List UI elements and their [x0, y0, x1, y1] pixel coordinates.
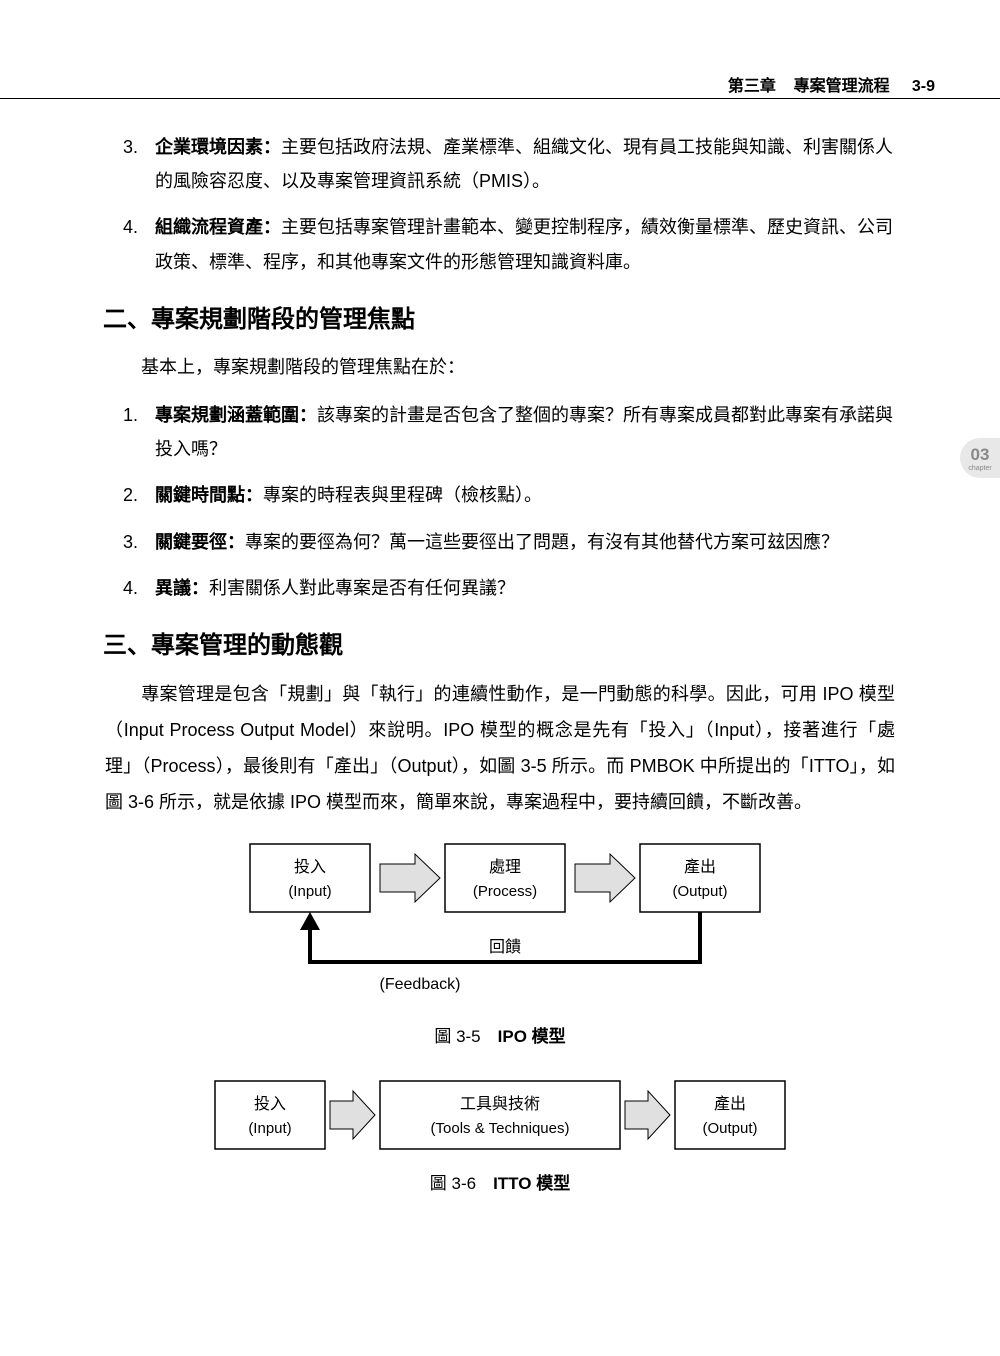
list-number: 3.	[105, 130, 155, 198]
list-item: 1.專案規劃涵蓋範圍：該專案的計畫是否包含了整個的專案？所有專案成員都對此專案有…	[105, 398, 895, 466]
svg-text:工具與技術: 工具與技術	[460, 1095, 540, 1113]
list-number: 4.	[105, 210, 155, 278]
list-number: 3.	[105, 525, 155, 559]
badge-number: 03	[971, 445, 990, 465]
list-item: 4.組織流程資產：主要包括專案管理計畫範本、變更控制程序，績效衡量標準、歷史資訊…	[105, 210, 895, 278]
section2-heading: 二、專案規劃階段的管理焦點	[103, 299, 895, 334]
list-item: 2.關鍵時間點：專案的時程表與里程碑（檢核點）。	[105, 478, 895, 512]
ipo-svg: 投入 (Input) 處理 (Process) 產出 (Output) 回饋 (…	[220, 834, 780, 1014]
svg-text:產出: 產出	[714, 1095, 746, 1113]
svg-text:處理: 處理	[489, 858, 521, 876]
page-header: 第三章 專案管理流程 3-9	[728, 72, 935, 96]
chapter-badge: 03 chapter	[960, 438, 1000, 478]
list-number: 2.	[105, 478, 155, 512]
ipo-caption: 圖 3-5 IPO 模型	[105, 1022, 895, 1047]
svg-text:(Output): (Output)	[672, 883, 727, 900]
svg-text:(Input): (Input)	[248, 1120, 291, 1137]
page-number: 3-9	[912, 78, 935, 95]
header-divider	[0, 98, 1000, 99]
svg-text:(Output): (Output)	[702, 1120, 757, 1137]
svg-text:產出: 產出	[684, 858, 716, 876]
ipo-diagram: 投入 (Input) 處理 (Process) 產出 (Output) 回饋 (…	[105, 834, 895, 1014]
list-body: 專案規劃涵蓋範圍：該專案的計畫是否包含了整個的專案？所有專案成員都對此專案有承諾…	[155, 398, 895, 466]
svg-text:投入: 投入	[254, 1095, 286, 1113]
list-body: 異議：利害關係人對此專案是否有任何異議？	[155, 571, 895, 605]
list-body: 組織流程資產：主要包括專案管理計畫範本、變更控制程序，績效衡量標準、歷史資訊、公…	[155, 210, 895, 278]
svg-text:(Input): (Input)	[288, 883, 331, 900]
svg-text:(Tools & Techniques): (Tools & Techniques)	[431, 1120, 570, 1137]
page-content: 3.企業環境因素：主要包括政府法規、產業標準、組織文化、現有員工技能與知識、利害…	[105, 130, 895, 1218]
section2-intro: 基本上，專案規劃階段的管理焦點在於：	[105, 350, 895, 384]
badge-label: chapter	[968, 465, 991, 472]
itto-caption: 圖 3-6 ITTO 模型	[105, 1169, 895, 1194]
svg-text:投入: 投入	[294, 858, 326, 876]
itto-svg: 投入 (Input) 工具與技術 (Tools & Techniques) 產出…	[195, 1071, 805, 1161]
list-body: 關鍵時間點：專案的時程表與里程碑（檢核點）。	[155, 478, 895, 512]
list-body: 企業環境因素：主要包括政府法規、產業標準、組織文化、現有員工技能與知識、利害關係…	[155, 130, 895, 198]
itto-diagram: 投入 (Input) 工具與技術 (Tools & Techniques) 產出…	[105, 1071, 895, 1161]
list-number: 4.	[105, 571, 155, 605]
list-number: 1.	[105, 398, 155, 466]
section3-paragraph: 專案管理是包含「規劃」與「執行」的連續性動作，是一門動態的科學。因此，可用 IP…	[105, 676, 895, 820]
svg-text:(Feedback): (Feedback)	[380, 976, 461, 993]
section3-heading: 三、專案管理的動態觀	[103, 625, 895, 660]
chapter-title: 專案管理流程	[794, 78, 890, 95]
list-body: 關鍵要徑：專案的要徑為何？萬一這些要徑出了問題，有沒有其他替代方案可玆因應？	[155, 525, 895, 559]
section2-list: 1.專案規劃涵蓋範圍：該專案的計畫是否包含了整個的專案？所有專案成員都對此專案有…	[105, 398, 895, 605]
list-item: 3.關鍵要徑：專案的要徑為何？萬一這些要徑出了問題，有沒有其他替代方案可玆因應？	[105, 525, 895, 559]
chapter-label: 第三章	[728, 78, 776, 95]
list-item: 4.異議：利害關係人對此專案是否有任何異議？	[105, 571, 895, 605]
list-item: 3.企業環境因素：主要包括政府法規、產業標準、組織文化、現有員工技能與知識、利害…	[105, 130, 895, 198]
initial-list: 3.企業環境因素：主要包括政府法規、產業標準、組織文化、現有員工技能與知識、利害…	[105, 130, 895, 279]
svg-text:(Process): (Process)	[473, 883, 537, 900]
svg-text:回饋: 回饋	[489, 938, 521, 956]
